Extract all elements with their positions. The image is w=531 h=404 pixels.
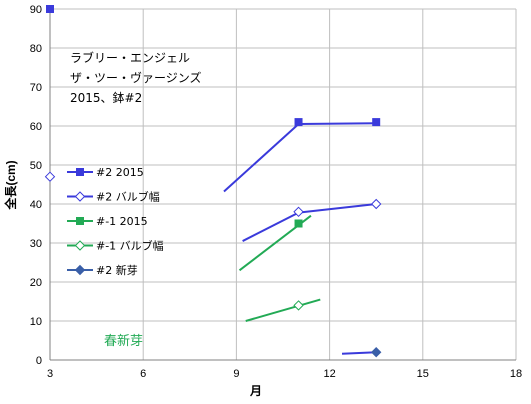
y-tick-label: 20: [30, 277, 42, 289]
x-tick-label: 9: [233, 368, 239, 380]
annotation-line-3: 2015、鉢#2: [70, 91, 142, 105]
legend-label: #2 新芽: [96, 263, 138, 277]
series-2-line: [298, 203, 377, 214]
legend-swatch-marker: [74, 240, 86, 251]
series-3-point: [294, 219, 303, 228]
series-1-point: [372, 118, 381, 127]
series-1-line: [298, 122, 377, 126]
annotation-line-2: ザ・ツー・ヴァージンズ: [70, 70, 202, 85]
annotation-layer: ラブリー・エンジェル ザ・ツー・ヴァージンズ 2015、鉢#2: [70, 50, 202, 105]
y-tick-label: 40: [30, 199, 42, 211]
y-tick-label: 80: [30, 43, 42, 55]
y-tick-label: 30: [30, 238, 42, 250]
series-2-point: [44, 171, 56, 182]
x-tick-label: 12: [323, 368, 335, 380]
series-1-point: [46, 5, 54, 13]
y-tick-label: 50: [30, 160, 42, 172]
y-tick-label: 60: [30, 121, 42, 133]
legend-label: #2 バルブ幅: [96, 190, 160, 204]
spring-shoot-note: 春新芽: [104, 333, 143, 349]
x-tick-label: 18: [510, 368, 522, 380]
legend-swatch-marker: [76, 168, 84, 176]
x-tick-label: 15: [417, 368, 429, 380]
annotation-line-1: ラブリー・エンジェル: [70, 50, 190, 65]
trend-line: [242, 211, 299, 242]
y-tick-label: 0: [36, 355, 42, 367]
legend-swatch-marker: [74, 264, 86, 276]
axis-layer: 0 10 20 30 40 50 60 70 80 90 3 6 9 12 15 18: [30, 4, 522, 380]
series-1-point: [294, 118, 303, 127]
legend-label: #-1 バルブ幅: [96, 239, 164, 253]
y-tick-label: 70: [30, 82, 42, 94]
y-axis-title: 全長(cm): [3, 160, 18, 210]
trend-line: [245, 298, 321, 322]
series-2-point: [293, 206, 304, 218]
series-4-point: [293, 300, 304, 311]
legend-swatch-marker: [74, 191, 86, 202]
legend-label: #-1 2015: [96, 215, 148, 228]
grid-layer: [50, 8, 517, 360]
legend-swatch-marker: [76, 217, 84, 225]
trend-layer: [223, 123, 377, 355]
series-5-point: [370, 346, 382, 358]
y-tick-label: 90: [30, 4, 42, 16]
trend-line: [341, 351, 377, 355]
legend: #2 2015 #2 バルブ幅 #-1 2015 #-1 バルブ幅 #2 新芽: [67, 166, 164, 277]
legend-label: #2 2015: [96, 166, 144, 179]
series-2-point: [370, 198, 382, 210]
x-axis-title: 月: [249, 384, 262, 398]
series-layer: [44, 5, 382, 358]
y-tick-label: 10: [30, 316, 42, 328]
x-tick-label: 6: [140, 368, 146, 380]
x-tick-label: 3: [47, 368, 53, 380]
trend-line: [223, 123, 300, 193]
